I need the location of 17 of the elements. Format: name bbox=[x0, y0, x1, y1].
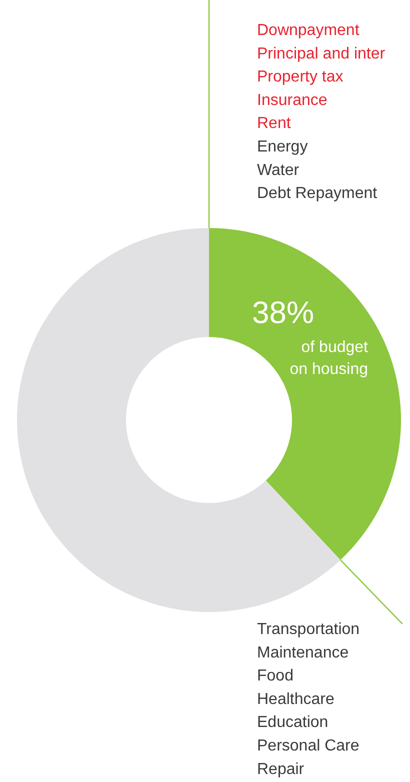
text: Food bbox=[257, 668, 294, 685]
text: Rent bbox=[257, 115, 292, 132]
text: Property tax bbox=[257, 68, 344, 86]
text: Maintenance bbox=[257, 644, 349, 662]
text: Transportation bbox=[257, 621, 360, 638]
text: Principal and inter bbox=[257, 45, 386, 62]
text: Education bbox=[257, 714, 328, 732]
text: Downpayment bbox=[257, 22, 360, 39]
text: Energy bbox=[257, 138, 308, 156]
text: Insurance bbox=[257, 92, 328, 109]
text: Personal Care bbox=[257, 738, 360, 754]
data-label: 38% bbox=[252, 295, 314, 330]
text: Debt Repayment bbox=[257, 185, 378, 202]
text: Water bbox=[257, 162, 300, 179]
text: of budget on housing bbox=[290, 339, 369, 378]
text: Repair bbox=[257, 760, 305, 778]
text: Healthcare bbox=[257, 690, 334, 708]
